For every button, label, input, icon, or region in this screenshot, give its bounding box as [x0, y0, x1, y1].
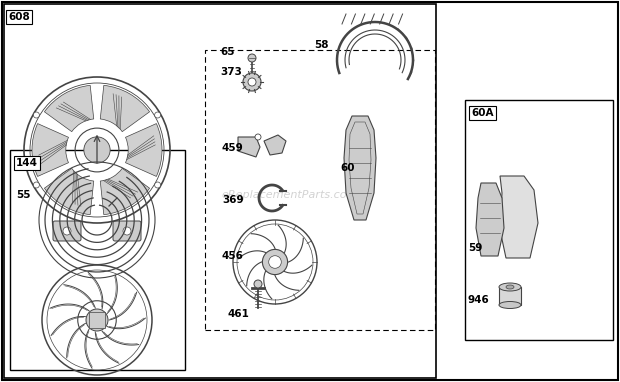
Text: 608: 608	[8, 12, 30, 22]
Text: 459: 459	[222, 143, 244, 153]
Circle shape	[255, 134, 261, 140]
Text: 65: 65	[220, 47, 234, 57]
Text: 946: 946	[468, 295, 490, 305]
Wedge shape	[100, 168, 149, 215]
Wedge shape	[100, 85, 149, 132]
Text: 60: 60	[340, 163, 355, 173]
Text: 369: 369	[222, 195, 244, 205]
Circle shape	[63, 227, 71, 235]
Circle shape	[248, 78, 256, 86]
FancyBboxPatch shape	[113, 221, 141, 241]
Text: 456: 456	[222, 251, 244, 261]
Polygon shape	[264, 135, 286, 155]
Circle shape	[254, 280, 262, 288]
Circle shape	[33, 112, 40, 118]
Text: 144: 144	[16, 158, 38, 168]
Circle shape	[154, 112, 161, 118]
Circle shape	[268, 256, 281, 268]
Wedge shape	[125, 123, 162, 176]
Ellipse shape	[506, 285, 514, 289]
Text: 59: 59	[468, 243, 482, 253]
Text: 461: 461	[228, 309, 250, 319]
Circle shape	[243, 73, 261, 91]
Wedge shape	[32, 123, 68, 176]
Ellipse shape	[499, 283, 521, 291]
Circle shape	[262, 249, 288, 275]
Circle shape	[33, 182, 40, 188]
Bar	[499, 287, 521, 305]
Circle shape	[84, 137, 110, 163]
Wedge shape	[45, 85, 94, 132]
Text: 60A: 60A	[471, 108, 494, 118]
Ellipse shape	[499, 301, 521, 309]
Circle shape	[248, 54, 256, 62]
Polygon shape	[344, 116, 376, 220]
Circle shape	[154, 182, 161, 188]
Bar	[4, 4, 436, 378]
FancyBboxPatch shape	[53, 221, 81, 241]
Text: 58: 58	[314, 40, 329, 50]
Text: 55: 55	[16, 190, 30, 200]
Circle shape	[123, 227, 131, 235]
Polygon shape	[500, 176, 538, 258]
Text: eReplacementParts.com: eReplacementParts.com	[222, 190, 358, 200]
Polygon shape	[238, 137, 260, 157]
Bar	[89, 312, 105, 328]
Circle shape	[86, 309, 108, 331]
Bar	[205, 50, 435, 330]
Bar	[465, 100, 613, 340]
Wedge shape	[45, 168, 94, 215]
Bar	[10, 150, 185, 370]
Polygon shape	[476, 183, 504, 256]
Text: 373: 373	[220, 67, 242, 77]
